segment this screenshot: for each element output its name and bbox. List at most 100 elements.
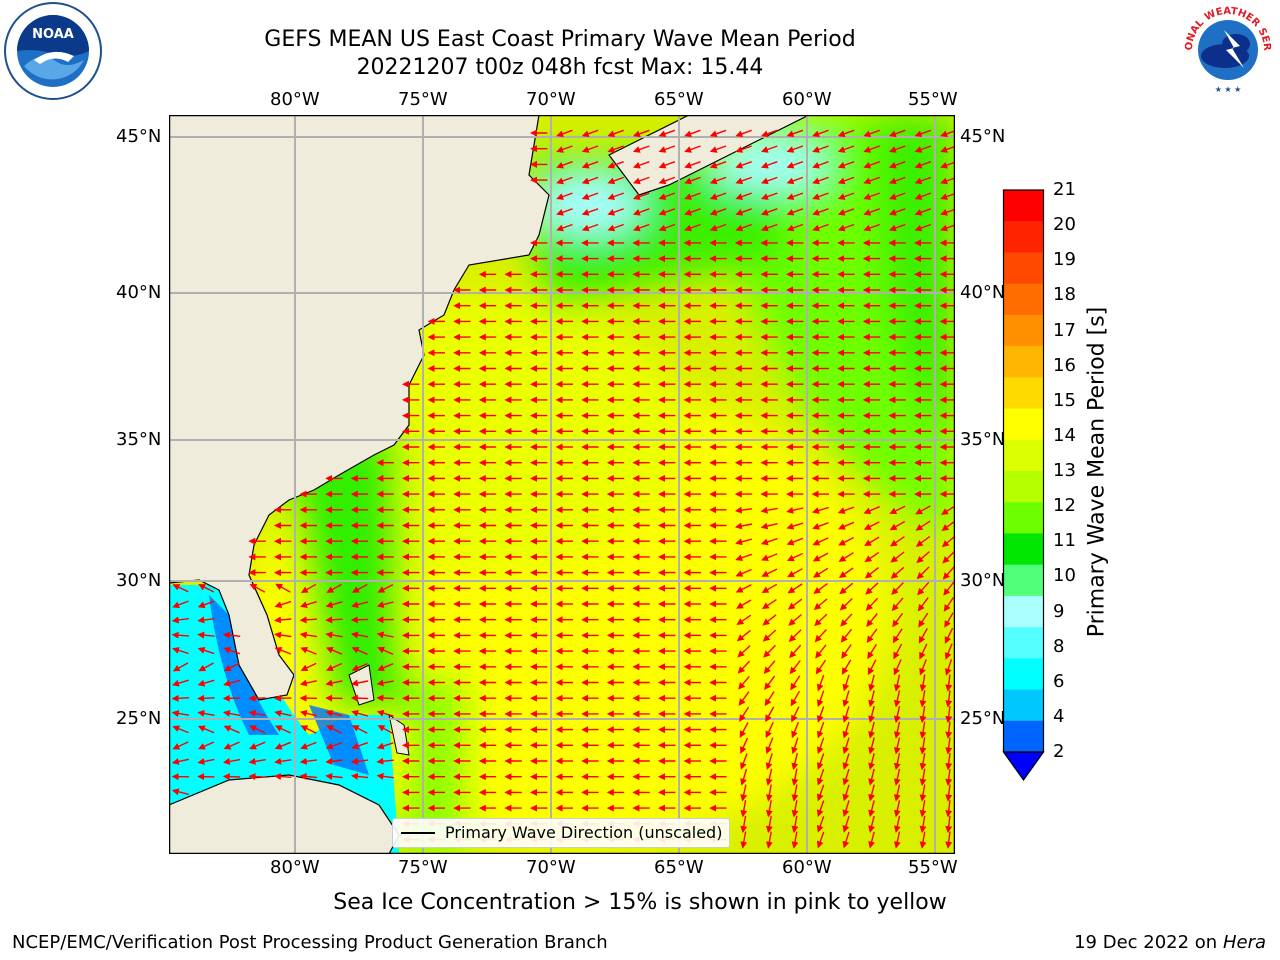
colorbar-cell [1003,377,1044,410]
wave-direction-arrow [763,660,776,674]
sea-ice-caption: Sea Ice Concentration > 15% is shown in … [333,890,947,915]
wave-direction-arrow [171,710,190,717]
wave-direction-arrow [761,553,778,562]
colorbar-cell [1003,190,1044,222]
colorbar-tick-label: 12 [1053,495,1076,517]
wave-direction-arrow [791,753,799,771]
wave-direction-arrow [837,161,855,169]
wave-direction-arrow [760,192,778,200]
wave-direction-arrow [274,757,292,765]
wave-direction-arrow [816,721,825,739]
lon-label-bottom: 65°W [654,857,704,878]
wave-direction-arrow [812,161,829,169]
colorbar-tick-label: 2 [1053,741,1065,762]
wave-direction-arrow [919,815,927,834]
wave-direction-arrow [658,176,676,185]
wave-direction-arrow [919,721,927,739]
wave-direction-arrow [763,644,776,658]
wave-direction-arrows [171,129,955,849]
wave-direction-arrow [684,192,701,200]
wave-direction-arrow [811,506,829,514]
lat-label-left: 35°N [116,429,162,450]
wave-direction-arrow [789,660,801,675]
wave-direction-arrow [868,784,875,802]
wave-direction-arrow [943,597,955,612]
wave-direction-arrow [919,737,927,755]
wave-direction-arrow [865,597,879,611]
wave-direction-arrow [684,208,701,216]
lat-label-right: 40°N [960,282,1006,303]
wave-direction-arrow [837,192,855,200]
wave-direction-arrow [736,599,752,609]
wave-direction-arrow [765,768,773,786]
wave-direction-arrow [764,691,775,707]
wave-direction-arrow [735,568,752,577]
wave-direction-arrow [377,583,394,593]
wave-direction-arrow [740,784,748,802]
wave-direction-arrow [739,722,749,738]
wave-direction-arrow [888,223,906,232]
lat-label-left: 25°N [116,708,162,729]
colorbar-cell [1003,408,1044,441]
wave-direction-arrow [684,176,701,185]
wave-direction-arrow [325,601,343,609]
wave-direction-arrow [274,725,291,734]
wave-direction-arrow [249,583,266,593]
wave-direction-arrow [709,129,727,138]
wave-direction-arrow [325,709,343,717]
wave-direction-arrow [838,521,855,530]
wave-direction-arrow [222,631,241,639]
wave-direction-arrow [789,644,802,659]
wave-direction-arrow [813,583,828,594]
credit-text: NCEP/EMC/Verification Post Processing Pr… [12,932,608,953]
wave-direction-arrow [816,753,825,770]
wave-direction-arrow [787,583,803,594]
wave-direction-arrow [815,659,827,675]
wave-direction-arrow [632,192,650,200]
wave-direction-arrow [914,145,932,153]
wave-direction-arrow [893,815,901,833]
wave-direction-arrow [740,800,748,818]
wave-direction-arrow [377,663,394,671]
wave-direction-arrow [812,552,829,562]
wave-direction-arrow [377,725,394,735]
wave-direction-arrow [945,674,953,692]
wave-direction-arrow [739,706,750,722]
wave-direction-arrow [944,658,953,676]
wave-direction-arrow [735,129,752,138]
wave-direction-arrow [842,737,850,755]
wave-direction-arrow [868,721,875,739]
wave-direction-arrow [376,631,394,639]
wave-direction-arrow [740,753,748,770]
wave-direction-arrow [868,768,875,786]
wave-direction-arrow [740,737,749,754]
wave-direction-arrow [942,566,955,580]
wave-direction-arrow [556,129,573,138]
wave-direction-arrow [197,758,215,765]
wave-direction-arrow [868,831,875,849]
colorbar-cell [1003,283,1044,316]
wave-direction-arrow [918,612,929,628]
colorbar [1002,189,1045,782]
colorbar-cell [1003,658,1044,691]
wave-direction-arrow [632,176,650,185]
wave-direction-arrow [222,757,241,765]
wave-direction-arrow [197,600,215,609]
wave-direction-arrow [791,721,800,739]
nws-logo: NATIONAL WEATHER SERVICE ★ ★ ★ [1176,0,1276,98]
wave-direction-arrow [761,599,777,610]
wave-direction-arrow [735,584,752,593]
wave-direction-arrow [351,709,369,717]
wave-direction-arrow [893,705,901,724]
wave-direction-arrow [658,161,676,169]
wave-direction-arrow [786,537,804,546]
wave-direction-arrow [890,566,905,579]
wave-direction-arrow [865,582,879,595]
wave-direction-arrow [197,679,215,687]
colorbar-cell [1003,471,1044,503]
wave-direction-arrow [765,753,773,770]
wave-direction-arrow [868,706,875,723]
wave-direction-arrow [919,831,927,849]
wave-direction-arrow [735,208,752,216]
wave-direction-arrow [376,679,394,687]
